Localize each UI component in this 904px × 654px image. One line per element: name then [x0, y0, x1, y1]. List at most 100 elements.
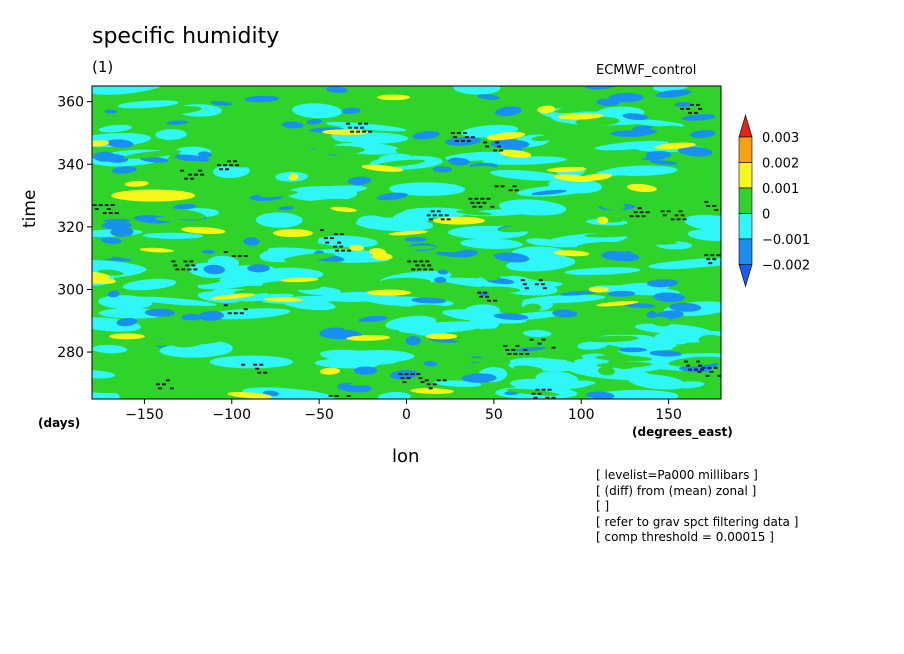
y-tick-label: 340 — [57, 157, 84, 173]
field-blue-patch — [653, 292, 685, 303]
threshold-dash — [694, 111, 699, 114]
y-tick-label: 320 — [57, 220, 84, 236]
threshold-dash — [241, 363, 246, 366]
threshold-dash — [351, 403, 355, 405]
field-green-patch — [349, 379, 402, 386]
field-blue-patch — [110, 227, 134, 237]
threshold-dash — [427, 264, 432, 267]
threshold-dash — [243, 255, 248, 258]
threshold-dash — [694, 368, 699, 371]
threshold-dash — [704, 254, 709, 257]
field-blue-patch — [106, 139, 134, 148]
field-green-patch — [92, 383, 121, 394]
field-blue-patch — [477, 94, 500, 100]
threshold-dash — [706, 204, 711, 207]
field-yellow-patch — [330, 206, 357, 213]
field-blue-patch — [166, 120, 189, 125]
note-line: [ (diff) from (mean) zonal ] — [596, 483, 757, 498]
threshold-dash — [531, 392, 536, 395]
threshold-dash — [690, 103, 695, 106]
field-cyan-patch — [258, 267, 324, 281]
threshold-dash — [533, 396, 538, 399]
threshold-dash — [402, 381, 407, 384]
threshold-dash — [499, 149, 504, 152]
threshold-dash — [462, 132, 467, 135]
threshold-dash — [511, 348, 516, 351]
threshold-dash — [497, 145, 502, 148]
threshold-dash — [426, 383, 431, 386]
field-cyan-patch — [92, 259, 147, 274]
threshold-dash — [223, 164, 228, 167]
threshold-dash — [541, 388, 546, 391]
field-blue-patch — [325, 86, 348, 94]
field-cyan-patch — [255, 212, 303, 228]
threshold-dash — [670, 218, 675, 221]
threshold-dash — [165, 379, 170, 382]
field-green-patch — [381, 251, 429, 261]
threshold-dash — [545, 396, 550, 399]
field-blue-patch — [104, 109, 118, 114]
field-green-patch — [698, 334, 721, 345]
threshold-dash — [524, 287, 529, 290]
field-green-patch — [92, 254, 113, 260]
threshold-dash — [419, 260, 424, 263]
field-cyan-patch — [589, 389, 679, 399]
field-cyan-patch — [460, 238, 523, 249]
threshold-dash — [418, 377, 423, 380]
threshold-dash — [263, 371, 268, 374]
threshold-dash — [411, 268, 416, 271]
threshold-dash — [456, 132, 461, 135]
threshold-dash — [333, 233, 338, 236]
threshold-dash — [707, 366, 712, 369]
threshold-dash — [407, 260, 412, 263]
y-axis-label: time — [20, 189, 40, 228]
threshold-dash — [706, 258, 711, 261]
field-yellow-patch — [486, 132, 526, 141]
threshold-dash — [708, 262, 713, 265]
field-blue-patch — [646, 310, 657, 319]
field-cyan-patch — [402, 207, 469, 218]
threshold-dash — [334, 395, 339, 397]
field-cyan-patch — [98, 295, 153, 310]
field-blue-patch — [173, 203, 197, 210]
x-tick-label: −150 — [125, 407, 163, 423]
threshold-dash — [180, 169, 185, 172]
field-blue-patch — [434, 276, 447, 284]
threshold-dash — [420, 381, 425, 384]
threshold-dash — [547, 388, 552, 391]
threshold-dash — [237, 255, 242, 258]
field-green-patch — [326, 343, 352, 350]
field-green-patch — [171, 320, 211, 330]
y-axis: 280 300 320 340 360 — [57, 95, 92, 361]
threshold-dash — [255, 367, 260, 370]
threshold-dash — [493, 299, 498, 302]
field-blue-patch — [435, 251, 467, 258]
field-yellow-patch — [553, 250, 590, 257]
threshold-dash — [157, 387, 162, 390]
field-green-patch — [237, 332, 295, 338]
threshold-dash — [500, 185, 505, 188]
field-blue-patch — [638, 151, 672, 161]
threshold-dash — [319, 229, 324, 232]
threshold-dash — [225, 168, 230, 171]
field-blue-patch — [198, 310, 225, 321]
field-yellow-patch — [367, 289, 412, 296]
colorbar-segment — [738, 162, 753, 189]
field-blue-patch — [622, 113, 649, 121]
field-cyan-patch — [490, 169, 564, 181]
field-green-patch — [244, 347, 287, 355]
threshold-dash — [452, 136, 457, 139]
threshold-dash — [641, 215, 646, 218]
field-blue-patch — [210, 101, 233, 106]
threshold-dash — [515, 344, 520, 347]
threshold-dash — [259, 363, 264, 366]
threshold-dash — [712, 258, 717, 261]
field-blue-patch — [674, 101, 693, 107]
field-green-patch — [506, 388, 560, 396]
field-green-patch — [668, 356, 721, 367]
threshold-dash — [339, 233, 344, 236]
field-green-patch — [410, 304, 450, 311]
note-line: [ levelist=Pa000 millibars ] — [596, 468, 758, 482]
threshold-dash — [551, 346, 556, 349]
field-blue-patch — [608, 92, 644, 103]
